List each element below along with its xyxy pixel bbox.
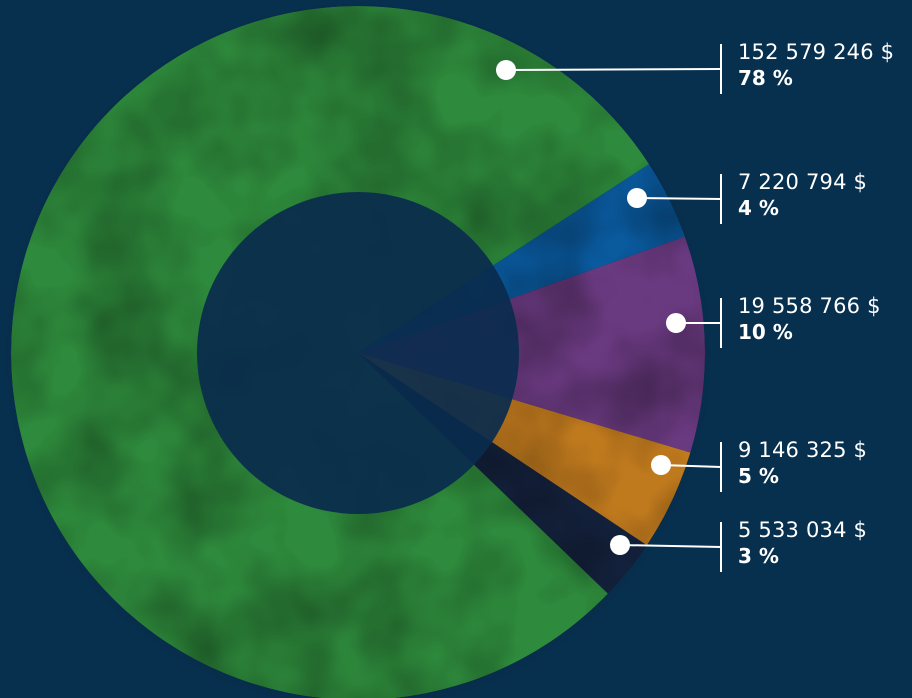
connector-dot <box>666 313 686 333</box>
slice-percent-label: 10 % <box>738 320 793 344</box>
slice-label: 5 533 034 $ 3 % <box>738 518 868 568</box>
slice-amount-label: 5 533 034 $ <box>738 518 868 542</box>
donut-hole <box>197 192 519 514</box>
slice-percent-label: 4 % <box>738 196 779 220</box>
slice-percent-label: 3 % <box>738 544 779 568</box>
slice-label: 152 579 246 $ 78 % <box>738 40 895 90</box>
slice-percent-label: 78 % <box>738 66 793 90</box>
slice-amount-label: 7 220 794 $ <box>738 170 868 194</box>
slice-amount-label: 19 558 766 $ <box>738 294 881 318</box>
connector-line <box>619 544 722 548</box>
connector-line <box>505 68 722 71</box>
slice-amount-label: 152 579 246 $ <box>738 40 895 64</box>
connector-dot <box>496 60 516 80</box>
connector-line <box>636 197 722 200</box>
slice-label: 19 558 766 $ 10 % <box>738 294 881 344</box>
slice-amount-label: 9 146 325 $ <box>738 438 868 462</box>
connector-dot <box>651 455 671 475</box>
connector-line <box>660 464 722 468</box>
slice-label: 7 220 794 $ 4 % <box>738 170 868 220</box>
connector-dot <box>627 188 647 208</box>
slice-label: 9 146 325 $ 5 % <box>738 438 868 488</box>
connector-dot <box>610 535 630 555</box>
slice-percent-label: 5 % <box>738 464 779 488</box>
